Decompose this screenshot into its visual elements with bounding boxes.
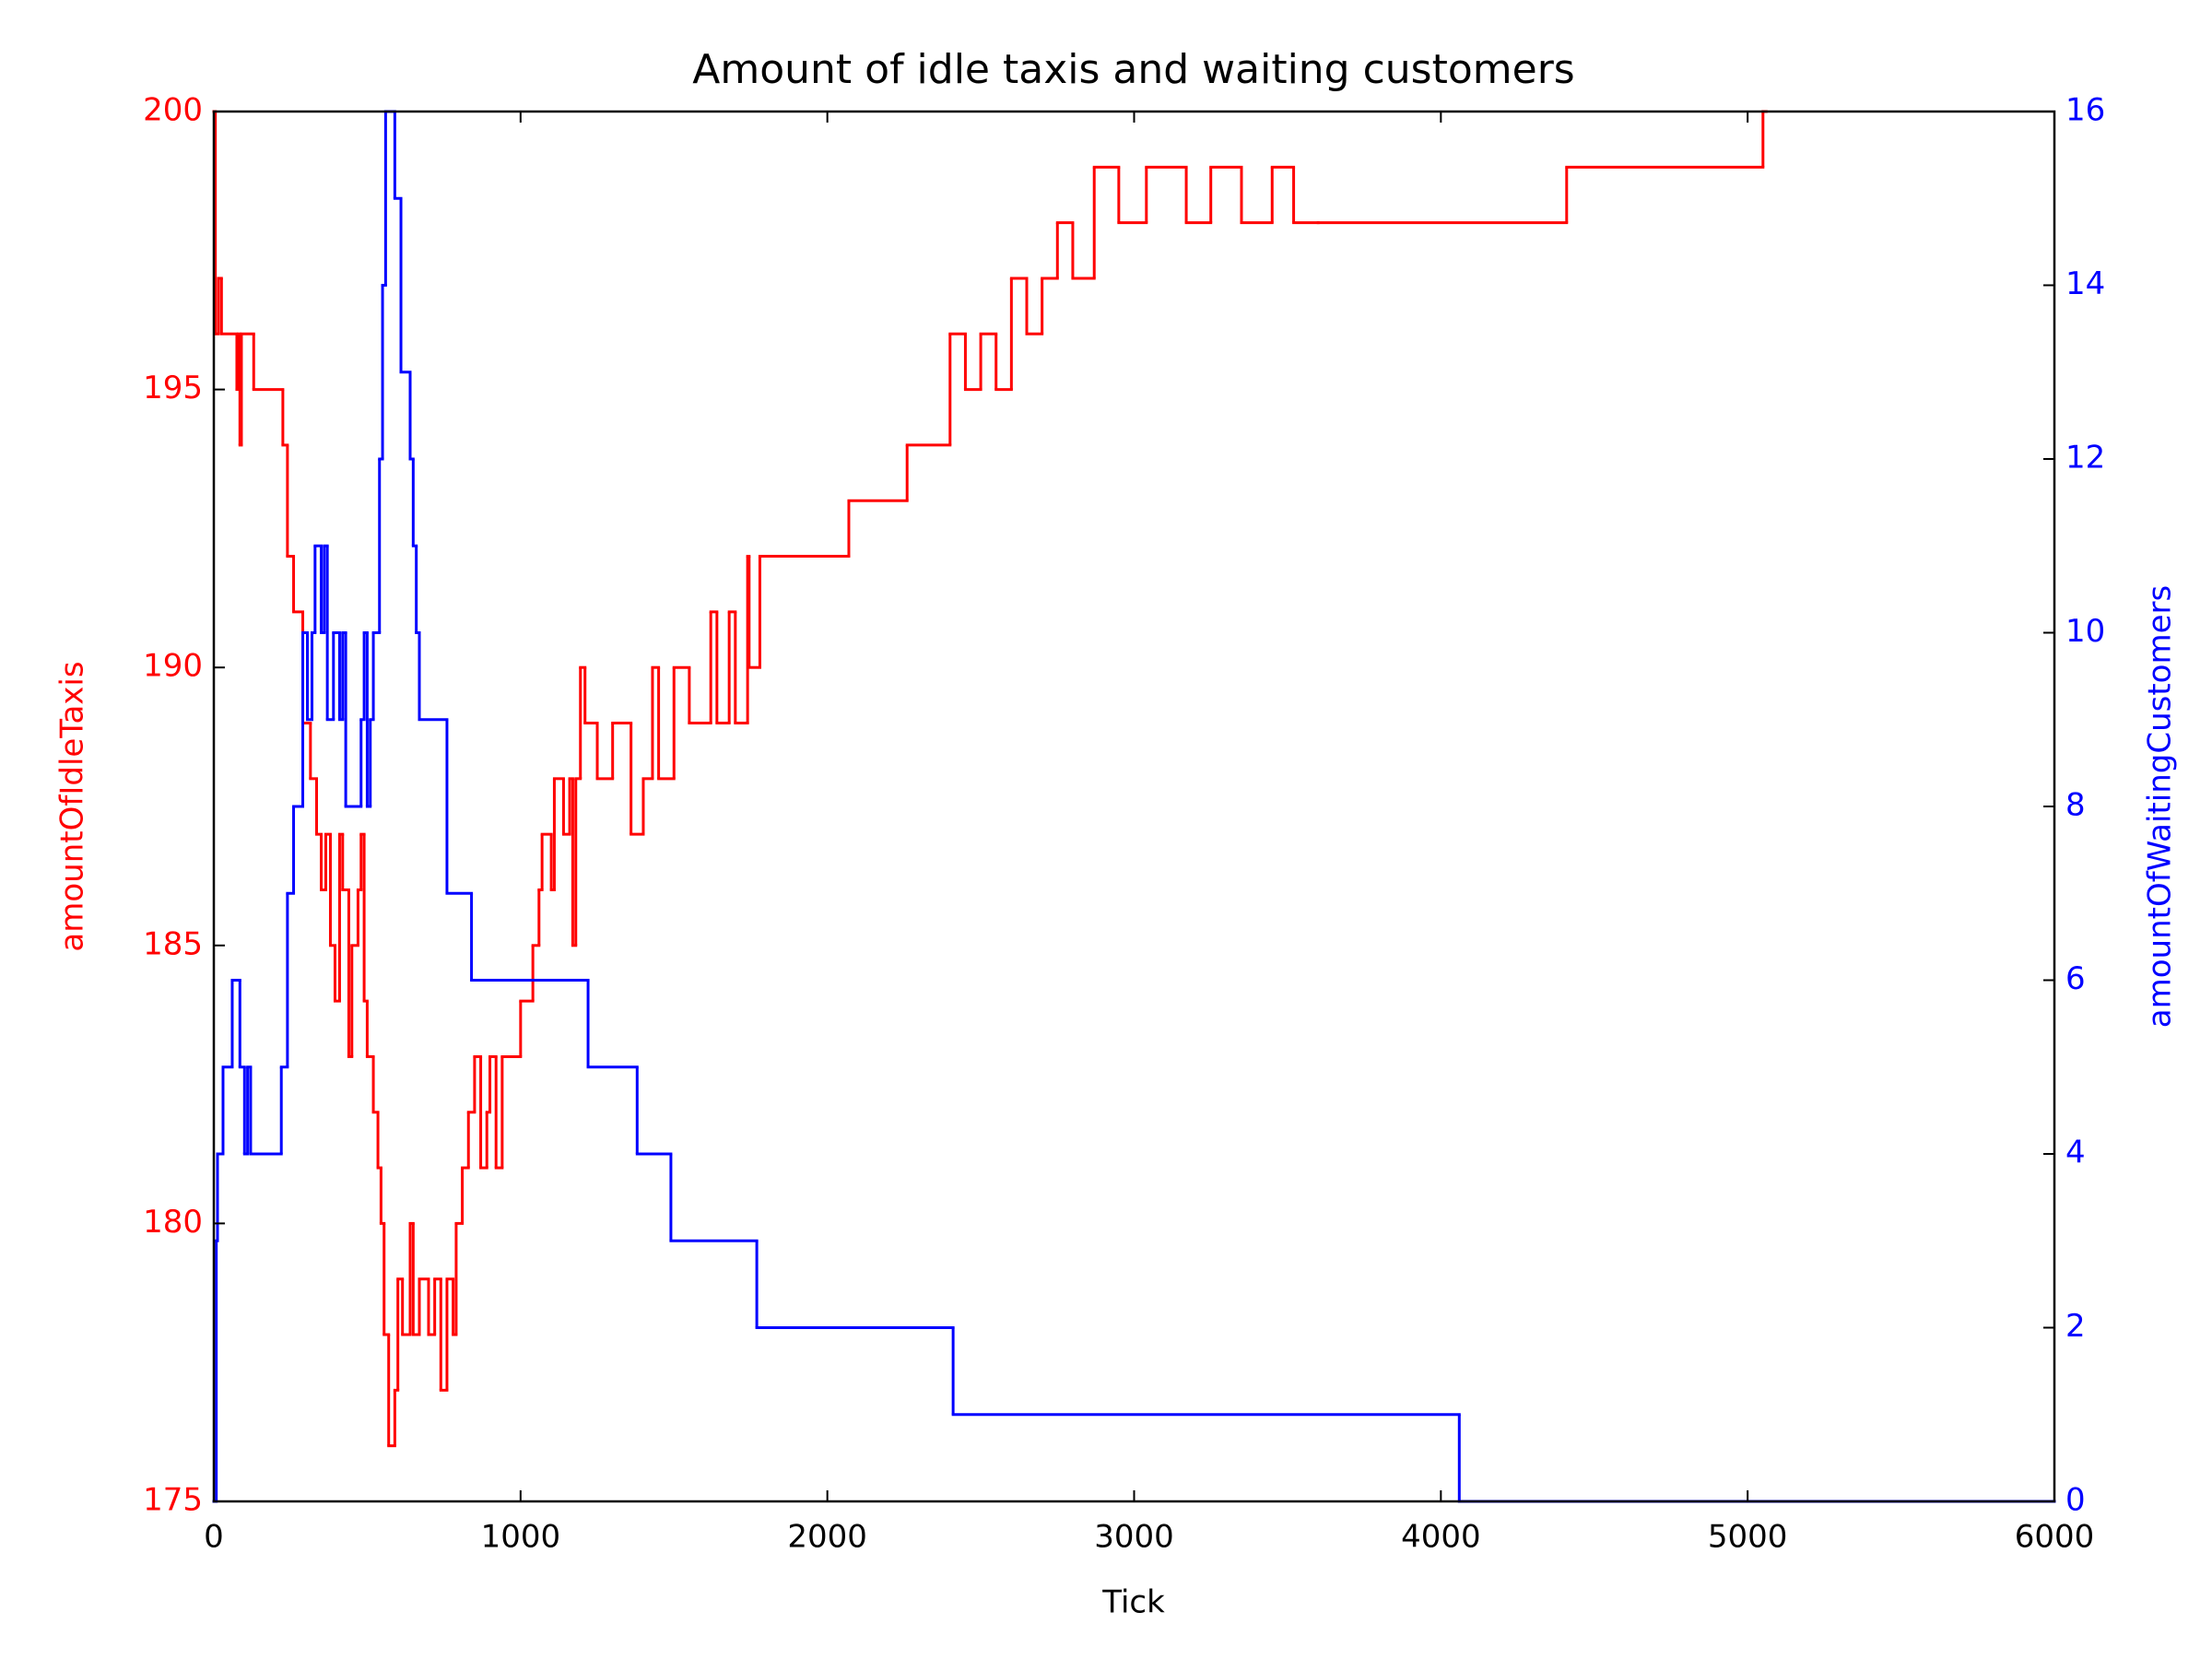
- y-tick-label: 175: [143, 1482, 203, 1519]
- y2-tick-label: 6: [2065, 960, 2086, 997]
- y-tick-label: 195: [143, 370, 203, 406]
- x-tick-label: 5000: [1708, 1519, 1788, 1556]
- y-tick-label: 200: [143, 92, 203, 129]
- y-axis-label: amountOfIdleTaxis: [54, 661, 91, 951]
- y2-tick-label: 10: [2065, 613, 2105, 650]
- y2-axis-label: amountOfWaitingCustomers: [2142, 585, 2179, 1028]
- y2-tick-label: 4: [2065, 1135, 2086, 1171]
- y2-tick-label: 16: [2065, 92, 2105, 129]
- y2-tick-label: 14: [2065, 265, 2105, 302]
- y-tick-label: 185: [143, 925, 203, 962]
- y-tick-label: 190: [143, 648, 203, 685]
- x-tick-label: 3000: [1094, 1519, 1174, 1556]
- x-tick-label: 1000: [481, 1519, 561, 1556]
- y2-tick-label: 0: [2065, 1482, 2086, 1519]
- chart-title: Amount of idle taxis and waiting custome…: [692, 46, 1574, 93]
- y2-tick-label: 2: [2065, 1308, 2086, 1345]
- x-tick-label: 6000: [2015, 1519, 2095, 1556]
- x-tick-label: 4000: [1401, 1519, 1481, 1556]
- y2-tick-label: 12: [2065, 440, 2105, 477]
- x-axis-label: Tick: [1101, 1584, 1165, 1621]
- x-tick-label: 0: [204, 1519, 224, 1556]
- y2-tick-label: 8: [2065, 787, 2086, 824]
- x-tick-label: 2000: [787, 1519, 867, 1556]
- y-tick-label: 180: [143, 1204, 203, 1241]
